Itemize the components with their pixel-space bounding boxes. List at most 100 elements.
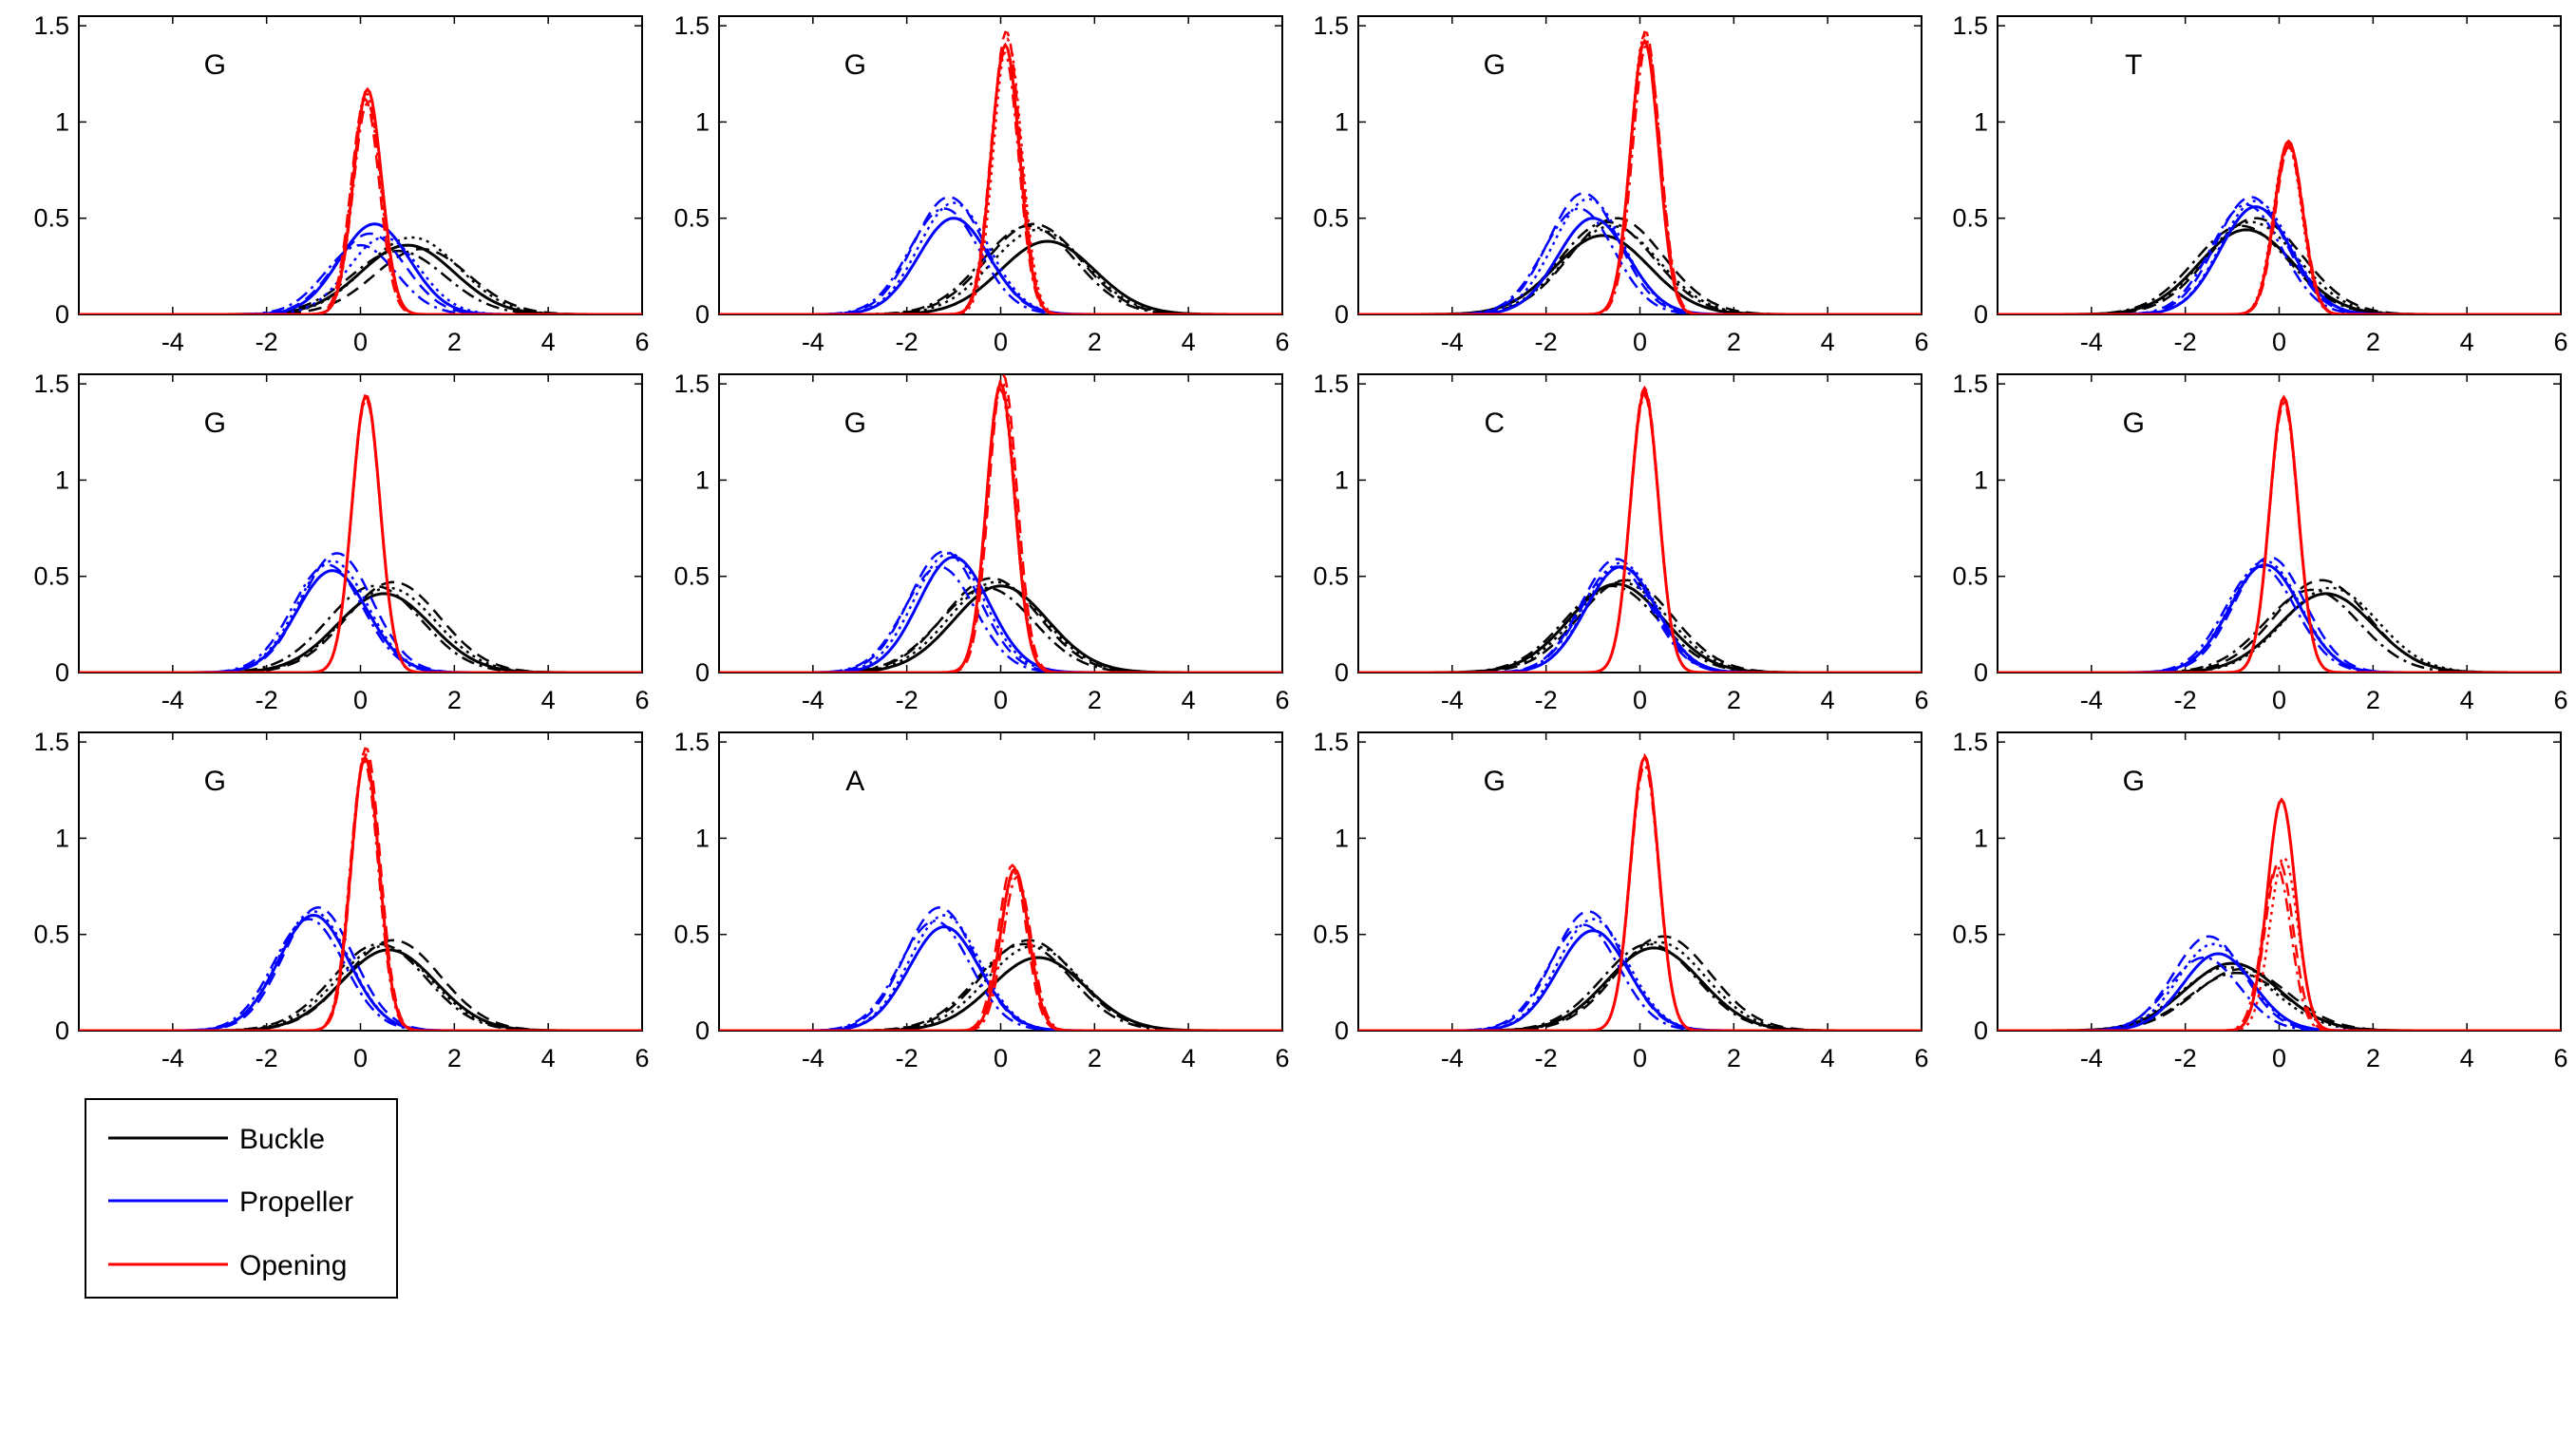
- x-tick-label: -2: [896, 1044, 919, 1072]
- x-tick-label: -2: [1535, 686, 1558, 714]
- y-tick-label: 1.5: [1952, 728, 1988, 756]
- x-tick-label: 6: [635, 1044, 649, 1072]
- curves: [1358, 385, 1922, 673]
- curves: [719, 863, 1282, 1031]
- x-tick-label: -2: [2174, 1044, 2197, 1072]
- x-tick-label: 2: [2366, 686, 2380, 714]
- x-tick-label: -4: [2080, 1044, 2103, 1072]
- y-tick-label: 0: [1335, 300, 1349, 329]
- x-tick-label: 4: [2460, 686, 2474, 714]
- panel-label: G: [204, 49, 226, 81]
- curve-opening-solid: [719, 866, 1282, 1031]
- curve-propeller-solid: [79, 913, 642, 1031]
- curve-opening-dashed: [79, 97, 642, 314]
- curve-opening-dotted: [1998, 142, 2561, 314]
- x-tick-label: 6: [635, 328, 649, 356]
- y-tick-label: 1.5: [1313, 728, 1349, 756]
- curve-propeller-dotted: [1358, 918, 1922, 1031]
- y-tick-label: 0.5: [1313, 920, 1349, 949]
- y-tick-label: 0: [1974, 300, 1988, 329]
- y-tick-label: 1.5: [673, 728, 710, 756]
- panel-8: 0 0.5 1 1.5 -4 -2 0 2 4 6 G: [1952, 370, 2567, 714]
- panel-label: G: [204, 766, 226, 797]
- x-tick-label: -4: [161, 686, 184, 714]
- panel-grid: 0 0.5 1 1.5 -4 -2 0 2 4 6 G 0 0.5 1 1.5 -4 -2 0 2 4 6 G 0 0.5 1 1…: [33, 11, 2567, 1072]
- y-tick-label: 1: [695, 465, 710, 494]
- x-tick-label: 0: [994, 328, 1008, 356]
- panel-label: G: [2123, 766, 2145, 797]
- curve-propeller-dotted: [79, 560, 642, 673]
- curve-propeller-dashed: [79, 232, 642, 314]
- y-tick-label: 1: [695, 107, 710, 136]
- y-tick-label: 0.5: [33, 204, 69, 233]
- curve-opening-dashdot: [719, 51, 1282, 314]
- y-tick-label: 0: [1335, 658, 1349, 687]
- panel-5: 0 0.5 1 1.5 -4 -2 0 2 4 6 G: [33, 370, 649, 714]
- curve-opening-dashdot: [1358, 392, 1922, 673]
- y-tick-label: 0: [1974, 658, 1988, 687]
- x-tick-label: 2: [2366, 1044, 2380, 1072]
- y-tick-label: 1.5: [673, 370, 710, 398]
- x-tick-label: -2: [256, 686, 278, 714]
- x-tick-label: 0: [353, 686, 368, 714]
- x-tick-label: -2: [896, 686, 919, 714]
- panel-label: C: [1484, 408, 1505, 439]
- curves: [1998, 139, 2561, 314]
- x-tick-label: -2: [256, 1044, 278, 1072]
- x-tick-label: -2: [1535, 1044, 1558, 1072]
- curves: [1358, 752, 1922, 1031]
- x-tick-label: -4: [1441, 1044, 1464, 1072]
- panel-label: G: [204, 408, 226, 439]
- curve-opening-dashdot: [1358, 763, 1922, 1031]
- curve-opening-dashdot: [1998, 145, 2561, 314]
- x-tick-label: -4: [161, 328, 184, 356]
- curve-propeller-dotted: [719, 201, 1282, 314]
- y-tick-label: 0: [55, 1016, 69, 1045]
- x-tick-label: 6: [1275, 686, 1289, 714]
- axes-box: [1997, 15, 2562, 315]
- y-tick-label: 1: [1974, 824, 1988, 852]
- x-tick-label: 6: [2553, 686, 2567, 714]
- y-tick-label: 0.5: [1952, 204, 1988, 233]
- x-tick-label: 4: [541, 686, 556, 714]
- y-tick-label: 1.5: [1313, 11, 1349, 40]
- x-tick-label: -4: [802, 1044, 824, 1072]
- curve-opening-dashdot: [79, 760, 642, 1031]
- curve-propeller-dashed: [79, 906, 642, 1031]
- x-tick-label: 2: [2366, 328, 2380, 356]
- y-tick-label: 0: [695, 1016, 710, 1045]
- y-tick-label: 0: [1974, 1016, 1988, 1045]
- y-tick-label: 0.5: [673, 562, 710, 591]
- curve-opening-dotted: [719, 379, 1282, 673]
- y-tick-label: 1.5: [33, 728, 69, 756]
- x-tick-label: 0: [1633, 686, 1647, 714]
- x-tick-label: 6: [1914, 1044, 1928, 1072]
- panel-1: 0 0.5 1 1.5 -4 -2 0 2 4 6 G: [33, 11, 649, 356]
- curve-opening-dashdot: [1998, 401, 2561, 673]
- x-tick-label: -4: [1441, 686, 1464, 714]
- x-tick-label: 2: [1088, 686, 1102, 714]
- x-tick-label: -4: [161, 1044, 184, 1072]
- x-tick-label: -2: [256, 328, 278, 356]
- legend-label-buckle: Buckle: [239, 1124, 325, 1155]
- y-tick-label: 1: [1974, 107, 1988, 136]
- curve-propeller-dotted: [79, 236, 642, 314]
- curve-opening-solid: [1998, 797, 2561, 1031]
- y-tick-label: 1.5: [673, 11, 710, 40]
- y-tick-label: 0: [55, 658, 69, 687]
- legend: Buckle Propeller Opening: [85, 1098, 398, 1299]
- y-tick-label: 0: [695, 300, 710, 329]
- x-tick-label: -2: [1535, 328, 1558, 356]
- y-tick-label: 0: [695, 658, 710, 687]
- curves: [79, 394, 642, 673]
- y-tick-label: 1: [1335, 824, 1349, 852]
- curves: [1998, 797, 2561, 1031]
- x-tick-label: -2: [896, 328, 919, 356]
- y-tick-label: 1: [55, 465, 69, 494]
- panel-2: 0 0.5 1 1.5 -4 -2 0 2 4 6 G: [673, 11, 1289, 356]
- axes-box: [1357, 373, 1923, 674]
- curve-opening-dashdot: [1358, 43, 1922, 314]
- y-tick-label: 0.5: [673, 204, 710, 233]
- x-tick-label: 0: [1633, 1044, 1647, 1072]
